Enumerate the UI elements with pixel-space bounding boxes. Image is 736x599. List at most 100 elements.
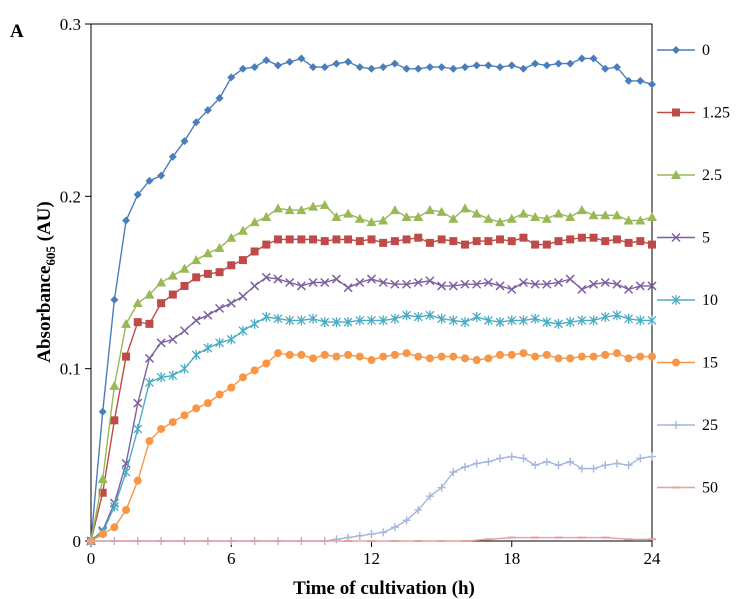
data-point	[145, 437, 154, 446]
data-point	[566, 59, 575, 68]
data-point	[297, 235, 306, 244]
data-point	[519, 233, 528, 242]
legend-marker	[672, 108, 680, 117]
data-point	[589, 464, 598, 473]
data-point	[378, 215, 389, 225]
data-point	[519, 454, 528, 463]
data-point	[496, 235, 505, 244]
data-point	[273, 313, 283, 324]
data-point	[553, 208, 564, 218]
legend-item: 15	[657, 355, 718, 372]
data-point	[203, 310, 213, 320]
data-point	[588, 210, 599, 220]
data-point	[367, 235, 376, 244]
data-point	[144, 289, 155, 299]
data-point	[507, 315, 517, 326]
data-point	[425, 492, 434, 501]
data-point	[344, 235, 353, 244]
series-line	[90, 57, 653, 542]
data-series	[86, 54, 657, 546]
data-point	[133, 190, 142, 199]
data-point	[320, 63, 329, 72]
data-point	[343, 317, 353, 328]
data-point	[507, 284, 517, 294]
data-point	[565, 274, 575, 284]
data-point	[284, 205, 295, 215]
data-point	[542, 61, 551, 70]
data-point	[647, 281, 657, 291]
data-point	[332, 59, 341, 68]
data-point	[461, 462, 469, 471]
data-point	[401, 212, 412, 222]
data-point	[262, 56, 271, 65]
data-point	[110, 416, 119, 425]
data-point	[506, 213, 517, 223]
data-point	[179, 263, 190, 273]
data-point	[355, 531, 364, 540]
x-tick-label: 12	[363, 549, 380, 568]
data-point	[566, 354, 575, 363]
data-point	[354, 213, 365, 223]
data-point	[484, 237, 493, 246]
data-point	[132, 298, 143, 308]
data-point	[565, 317, 575, 328]
data-point	[577, 54, 586, 63]
data-point	[168, 370, 178, 381]
x-tick-label: 6	[227, 549, 236, 568]
data-point	[425, 310, 435, 321]
data-point	[296, 315, 306, 326]
data-point	[238, 64, 247, 73]
data-point	[157, 171, 166, 180]
data-point	[203, 399, 212, 408]
data-point	[519, 349, 528, 358]
data-point	[168, 290, 177, 299]
data-point	[601, 350, 610, 359]
data-point	[484, 354, 493, 363]
data-point	[192, 118, 201, 127]
data-point	[296, 205, 307, 215]
data-point	[424, 205, 435, 215]
data-point	[472, 356, 481, 365]
data-point	[250, 63, 259, 72]
data-point	[449, 237, 458, 246]
data-point	[612, 459, 621, 468]
data-point	[612, 279, 622, 289]
data-point	[215, 303, 225, 313]
legend-item: 50	[657, 480, 718, 497]
data-point	[379, 352, 388, 361]
y-tick-label: 0	[73, 532, 82, 551]
data-point	[448, 315, 458, 326]
data-point	[145, 176, 154, 185]
data-point	[168, 334, 178, 344]
data-point	[180, 137, 189, 146]
data-point	[109, 380, 120, 390]
data-point	[589, 279, 599, 289]
data-point	[402, 235, 411, 244]
data-point	[203, 269, 212, 278]
data-point	[238, 325, 248, 336]
data-point	[390, 313, 400, 324]
data-point	[262, 240, 271, 249]
data-point	[483, 213, 494, 223]
data-point	[179, 326, 190, 336]
data-point	[648, 452, 656, 461]
data-point	[215, 337, 225, 348]
data-point	[436, 206, 447, 216]
data-point	[636, 76, 645, 85]
data-point	[437, 63, 446, 72]
data-point	[541, 213, 552, 223]
data-point	[192, 273, 201, 282]
data-point	[484, 457, 493, 466]
series-5	[86, 272, 657, 546]
data-point	[601, 461, 610, 470]
data-point	[402, 516, 411, 525]
data-point	[624, 76, 633, 85]
data-point	[122, 216, 131, 225]
data-point	[449, 468, 458, 477]
data-point	[554, 237, 563, 246]
data-point	[367, 356, 376, 365]
data-point	[331, 317, 341, 328]
data-point	[203, 342, 213, 353]
y-axis-label-main: Absorbance	[34, 266, 55, 363]
data-point	[437, 483, 446, 492]
